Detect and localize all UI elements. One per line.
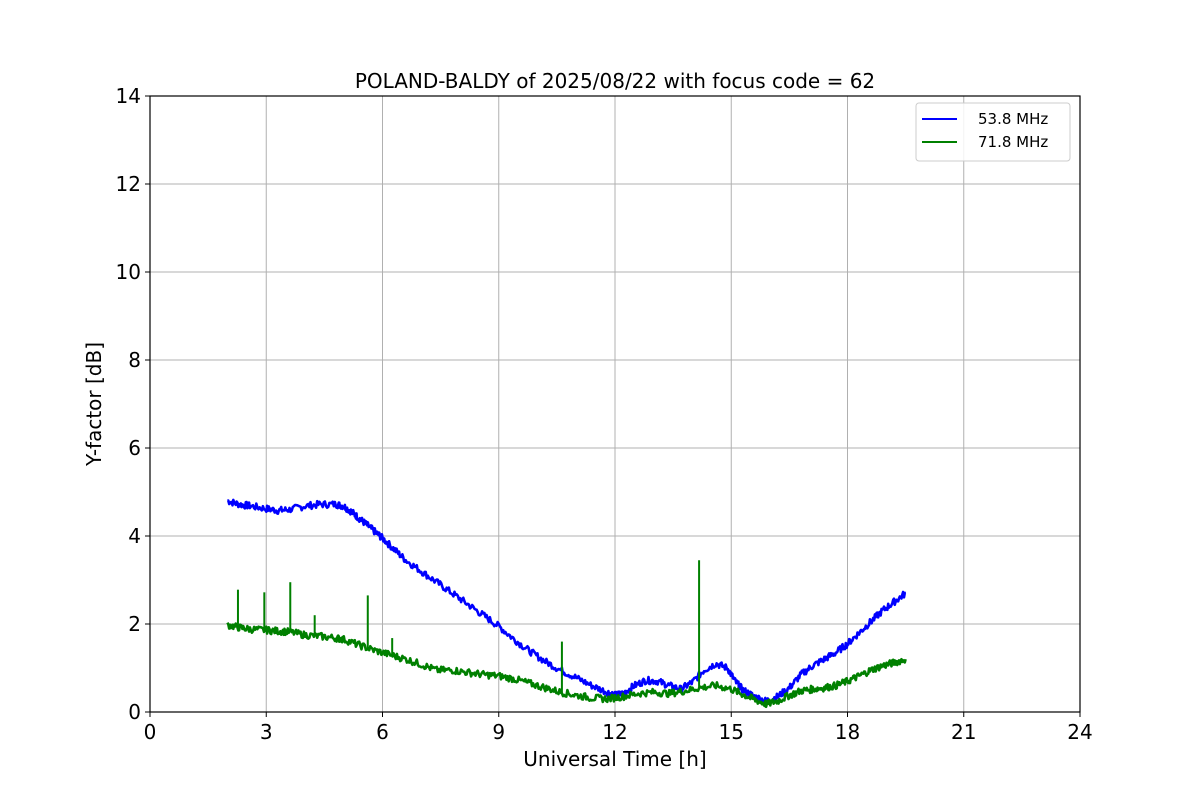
y-tick-label: 0 (128, 700, 141, 724)
legend: 53.8 MHz 71.8 MHz (915, 102, 1071, 162)
y-axis-label: Y-factor [dB] (82, 342, 106, 467)
legend-box (915, 102, 1071, 162)
y-tick-label: 4 (128, 524, 141, 548)
y-tick-label: 12 (116, 172, 141, 196)
y-tick-label: 6 (128, 436, 141, 460)
series-line-0 (227, 498, 907, 704)
y-tick-label: 8 (128, 348, 141, 372)
y-tick-label: 2 (128, 612, 141, 636)
x-tick-label: 6 (376, 720, 389, 744)
x-tick-label: 15 (719, 720, 744, 744)
x-tick-label: 21 (951, 720, 976, 744)
series-line-1 (226, 622, 907, 709)
x-tick-label: 0 (144, 720, 157, 744)
y-tick-label: 10 (116, 260, 141, 284)
x-tick-label: 3 (260, 720, 273, 744)
x-tick-label: 9 (492, 720, 505, 744)
x-tick-label: 18 (835, 720, 860, 744)
legend-label: 71.8 MHz (978, 133, 1048, 151)
legend-label: 53.8 MHz (978, 110, 1048, 128)
x-tick-label: 24 (1067, 720, 1092, 744)
x-tick-label: 12 (602, 720, 627, 744)
y-tick-label: 14 (116, 84, 141, 108)
x-axis-label: Universal Time [h] (523, 747, 706, 771)
series-lines (226, 498, 907, 709)
chart-title: POLAND-BALDY of 2025/08/22 with focus co… (355, 69, 875, 93)
